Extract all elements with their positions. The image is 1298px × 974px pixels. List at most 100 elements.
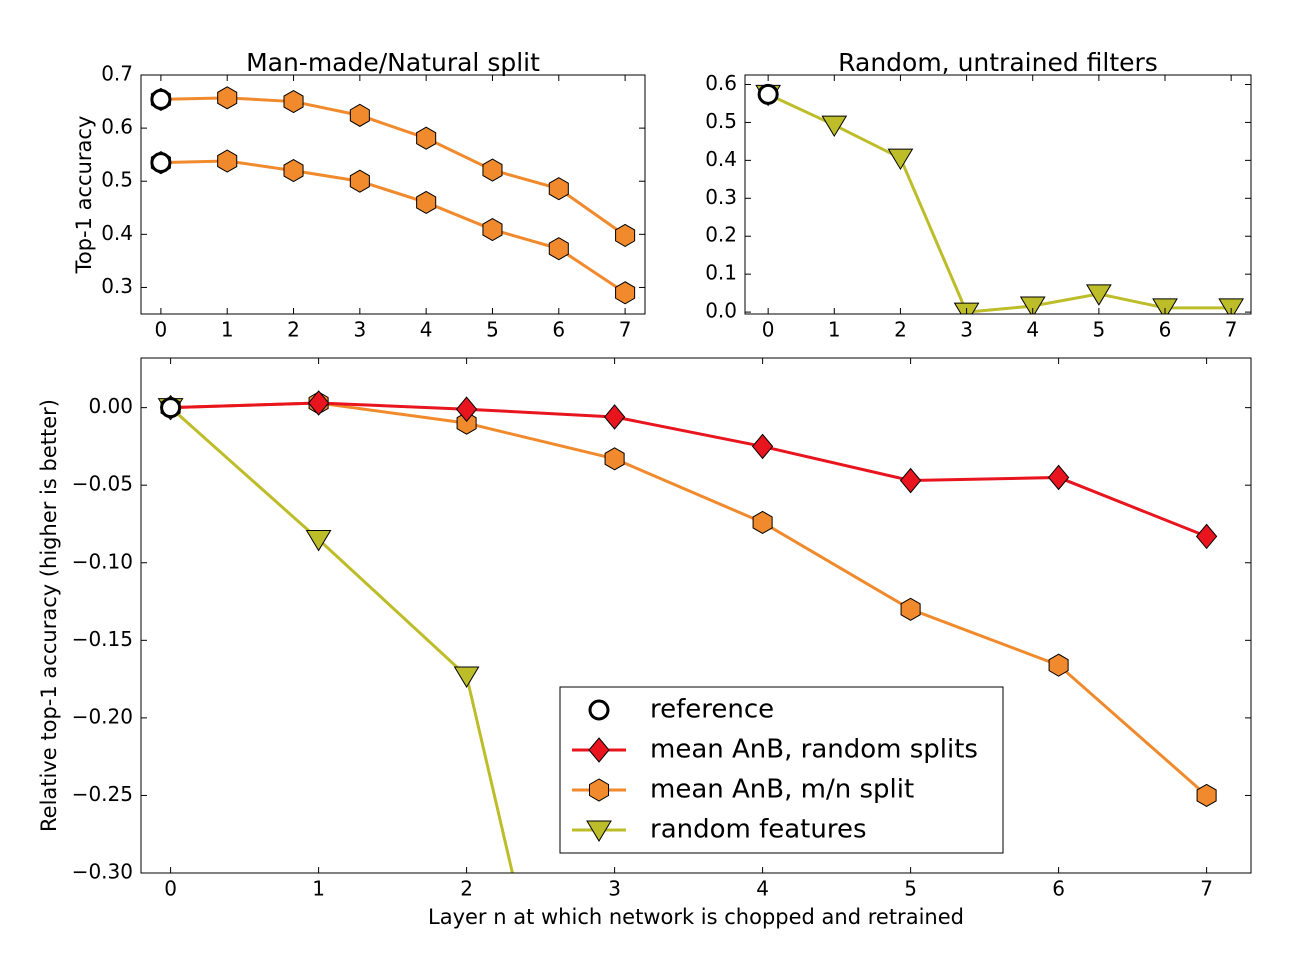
y-tick-label: 0.3	[705, 185, 737, 209]
x-tick-label: 5	[1093, 318, 1106, 342]
x-tick-label: 6	[1052, 877, 1065, 901]
marker	[455, 396, 478, 422]
plot-area	[150, 86, 636, 305]
x-tick-label: 2	[894, 318, 907, 342]
marker	[1218, 298, 1245, 314]
x-axis-label: Layer n at which network is chopped and …	[428, 905, 964, 929]
legend-label: random features	[650, 815, 867, 845]
axes-frame	[744, 74, 1252, 315]
marker	[1196, 783, 1217, 808]
series-line	[170, 401, 1208, 797]
y-tick-label: −0.15	[72, 627, 133, 651]
y-tick-label: −0.25	[72, 782, 133, 806]
marker	[416, 126, 437, 150]
legend-marker	[588, 737, 610, 763]
marker	[482, 217, 503, 242]
marker	[1195, 523, 1218, 550]
y-tick-label: −0.30	[72, 860, 133, 884]
marker	[1085, 284, 1112, 306]
y-tick-label: 0.00	[88, 394, 133, 418]
y-tick-label: 0.1	[705, 261, 737, 285]
x-tick-label: 7	[1200, 877, 1213, 901]
x-tick-label: 5	[904, 877, 917, 901]
y-tick-label: 0.3	[101, 274, 133, 298]
y-tick-label: 0.6	[705, 71, 737, 95]
x-tick-label: 6	[1159, 318, 1172, 342]
x-tick-label: 2	[287, 318, 300, 342]
x-tick-label: 1	[828, 318, 841, 342]
marker	[1152, 298, 1178, 314]
series-line	[160, 159, 626, 295]
y-tick-label: 0.2	[705, 223, 737, 247]
y-tick-label: 0.6	[101, 115, 133, 139]
marker	[217, 86, 238, 110]
plot-area	[755, 83, 1245, 314]
y-tick-label: 0.4	[705, 147, 737, 171]
marker	[1048, 653, 1069, 677]
marker	[305, 529, 332, 552]
y-tick-label: 0.5	[705, 109, 737, 133]
y-tick-label: 0.0	[705, 299, 737, 323]
y-tick-label: −0.05	[72, 472, 133, 496]
x-tick-label: 4	[420, 318, 433, 342]
x-tick-label: 7	[1225, 318, 1238, 342]
x-tick-label: 4	[756, 877, 769, 901]
marker	[1019, 296, 1046, 314]
y-tick-label: −0.20	[72, 704, 133, 728]
series-line	[160, 96, 626, 237]
series-line	[169, 406, 514, 873]
x-tick-label: 1	[221, 318, 234, 342]
x-tick-label: 4	[1026, 318, 1039, 342]
marker	[604, 447, 625, 471]
marker	[603, 404, 626, 430]
series-line	[767, 92, 1232, 314]
legend-marker	[588, 699, 610, 721]
chart-title: Man-made/Natural split	[246, 48, 540, 77]
y-axis-label: Top-1 accuracy	[72, 116, 96, 275]
reference-marker	[160, 397, 182, 419]
chart-title: Random, untrained filters	[838, 48, 1158, 77]
marker	[453, 666, 480, 688]
reference-marker	[150, 152, 172, 174]
y-tick-label: 0.4	[101, 221, 133, 245]
marker	[283, 159, 304, 183]
marker	[899, 467, 922, 494]
legend-label: reference	[650, 695, 774, 725]
marker	[900, 597, 921, 621]
marker	[887, 148, 914, 171]
axes-frame	[140, 357, 1252, 874]
marker	[548, 177, 569, 201]
x-tick-label: 6	[552, 318, 565, 342]
legend-marker	[586, 820, 612, 842]
marker	[416, 190, 437, 215]
marker	[615, 223, 636, 247]
marker	[1047, 464, 1070, 491]
marker	[821, 115, 848, 138]
x-tick-label: 1	[312, 877, 325, 901]
series-line	[170, 401, 1208, 538]
reference-marker	[757, 83, 779, 105]
x-tick-label: 7	[619, 318, 632, 342]
marker	[307, 390, 330, 416]
marker	[456, 411, 477, 435]
marker	[349, 169, 370, 193]
x-tick-label: 5	[486, 318, 499, 342]
x-tick-label: 0	[164, 877, 177, 901]
axes-frame	[140, 74, 646, 315]
marker	[615, 281, 636, 305]
marker	[752, 510, 773, 535]
legend-marker	[588, 778, 610, 802]
x-tick-label: 2	[460, 877, 473, 901]
x-tick-label: 3	[353, 318, 366, 342]
legend-box	[559, 686, 1004, 854]
marker	[751, 433, 774, 460]
marker	[283, 89, 304, 114]
x-tick-label: 0	[155, 318, 168, 342]
legend-label: mean AnB, m/n split	[650, 775, 914, 805]
legend: reference mean AnB, random splits mean AnB…	[559, 686, 1004, 854]
x-tick-label: 0	[762, 318, 775, 342]
y-tick-label: −0.10	[72, 549, 133, 573]
y-axis-label: Relative top-1 accuracy (higher is bette…	[37, 399, 61, 832]
marker	[349, 103, 370, 127]
